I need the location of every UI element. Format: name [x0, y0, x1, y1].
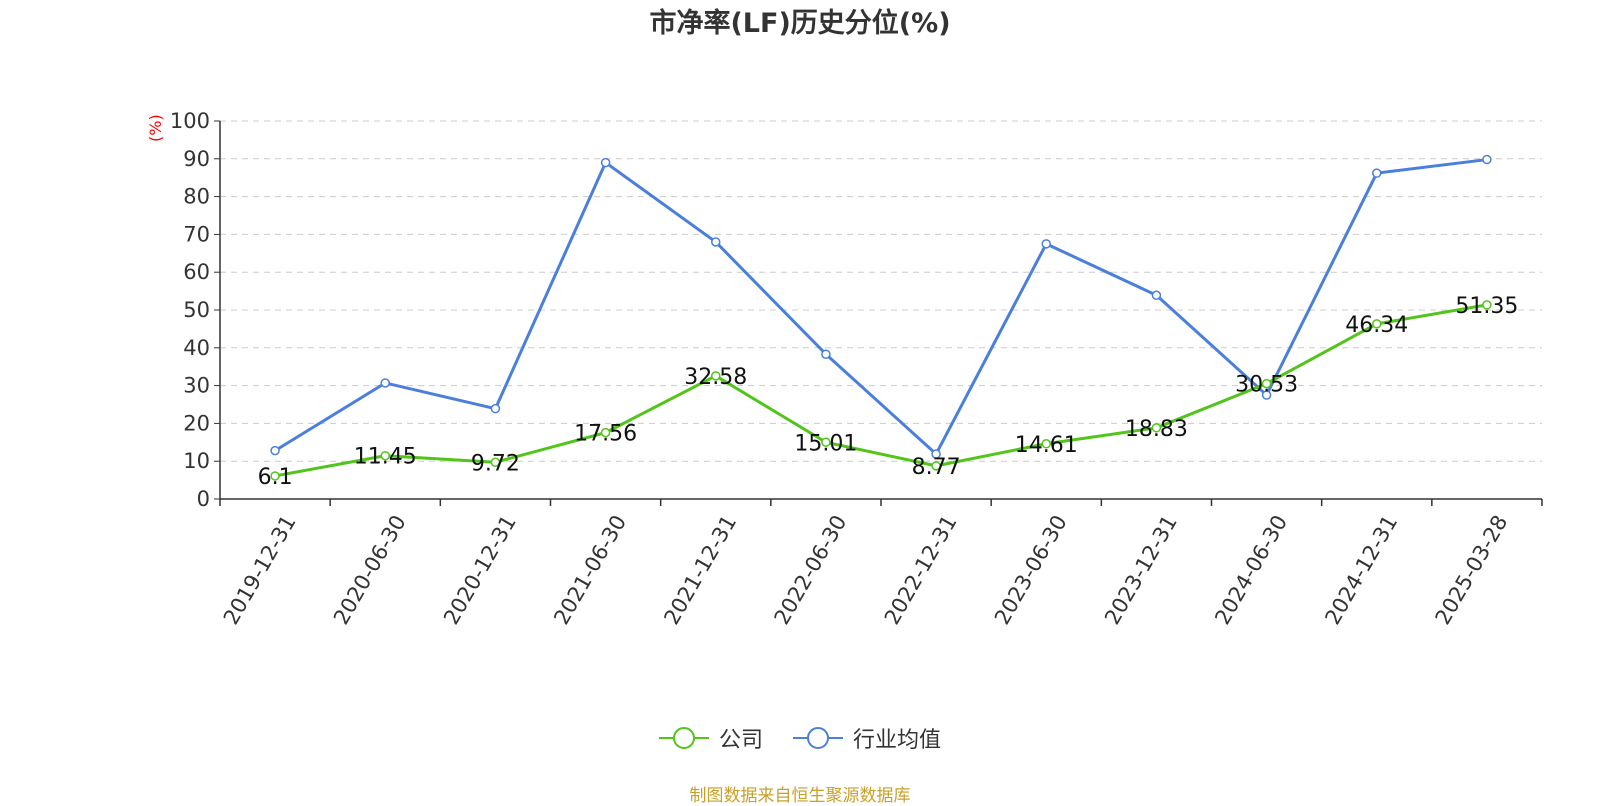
legend-marker-company	[658, 727, 709, 749]
y-tick-label: 20	[183, 411, 210, 435]
y-tick-label: 80	[183, 185, 210, 209]
data-label: 46.34	[1345, 313, 1408, 338]
legend-item-company[interactable]: 公司	[658, 722, 763, 754]
y-tick-label: 60	[183, 260, 210, 284]
data-point	[1151, 290, 1162, 301]
data-point	[1041, 439, 1051, 449]
data-label: 30.53	[1235, 373, 1298, 398]
legend-label-industry-average: 行业均值	[853, 728, 942, 753]
x-tick-label: 2021-12-31	[659, 511, 741, 629]
data-labels: 6.1 11.45 9.72 17.56 32.58 15.01 8.77 14.61 18.8…	[258, 294, 1519, 490]
x-tick-label: 2024-06-30	[1210, 511, 1292, 629]
data-label: 11.45	[354, 445, 417, 470]
x-tick-label: 2022-06-30	[770, 511, 852, 629]
data-point	[270, 471, 280, 481]
data-point	[1482, 300, 1492, 310]
x-tick-label: 2023-12-31	[1100, 511, 1182, 629]
x-tick-label: 2019-12-31	[219, 511, 301, 629]
x-tick-label: 2021-06-30	[549, 511, 631, 629]
data-point	[711, 371, 721, 381]
data-point	[1261, 390, 1272, 400]
data-point	[600, 427, 611, 438]
data-point	[380, 378, 390, 388]
data-point	[1372, 168, 1382, 178]
x-tick-label: 2024-12-31	[1320, 511, 1402, 629]
axes: 0 10 20 30 40 50 60 70 80 90 100 2019-12-31 2020-06-…	[170, 109, 1543, 629]
y-tick-label: 90	[183, 147, 210, 171]
data-point	[821, 349, 831, 359]
data-label: 14.61	[1015, 433, 1078, 458]
legend-item-industry-average[interactable]: 行业均值	[793, 722, 941, 754]
y-tick-label: 70	[183, 222, 210, 246]
data-label: 32.58	[684, 365, 747, 390]
data-point	[1482, 154, 1492, 165]
x-tick-label: 2022-12-31	[880, 511, 962, 629]
data-point	[490, 457, 501, 468]
y-tick-label: 10	[183, 449, 210, 473]
y-tick-label: 30	[183, 374, 210, 398]
data-label: 8.77	[912, 455, 961, 480]
data-label: 9.72	[471, 451, 520, 476]
data-point	[1041, 239, 1051, 249]
data-label: 18.83	[1125, 417, 1188, 442]
series-line	[274, 158, 1488, 456]
data-point	[931, 461, 941, 471]
data-point	[931, 449, 941, 459]
legend: 公司 行业均值	[0, 722, 1600, 754]
chart-title: 市净率(LF)历史分位(%)	[649, 8, 951, 39]
data-point	[1261, 378, 1272, 389]
data-label: 51.35	[1455, 294, 1518, 319]
legend-label-company: 公司	[718, 728, 763, 753]
y-tick-label: 0	[197, 487, 210, 511]
data-point	[490, 403, 501, 414]
data-label: 17.56	[574, 422, 637, 447]
y-tick-label: 100	[170, 109, 210, 133]
series-lines	[274, 158, 1488, 478]
data-point	[600, 157, 611, 168]
legend-marker-industry-average	[793, 727, 843, 749]
source-note: 制图数据来自恒生聚源数据库	[689, 786, 911, 806]
x-tick-label: 2020-12-31	[439, 511, 521, 629]
x-tick-label: 2025-03-28	[1431, 511, 1513, 629]
data-point	[711, 237, 721, 247]
data-point	[270, 445, 280, 456]
data-label: 15.01	[794, 431, 857, 456]
data-point	[821, 437, 831, 448]
y-tick-label: 40	[183, 336, 210, 360]
y-tick-label: 50	[183, 298, 210, 322]
data-point	[380, 450, 390, 461]
grid-lines	[220, 120, 1542, 462]
series-points	[270, 154, 1492, 481]
data-label: 6.1	[258, 465, 293, 490]
data-point	[1372, 319, 1382, 329]
x-tick-label: 2023-06-30	[990, 511, 1072, 629]
data-point	[1151, 423, 1162, 433]
series-line	[274, 303, 1488, 478]
x-tick-label: 2020-06-30	[329, 511, 411, 629]
